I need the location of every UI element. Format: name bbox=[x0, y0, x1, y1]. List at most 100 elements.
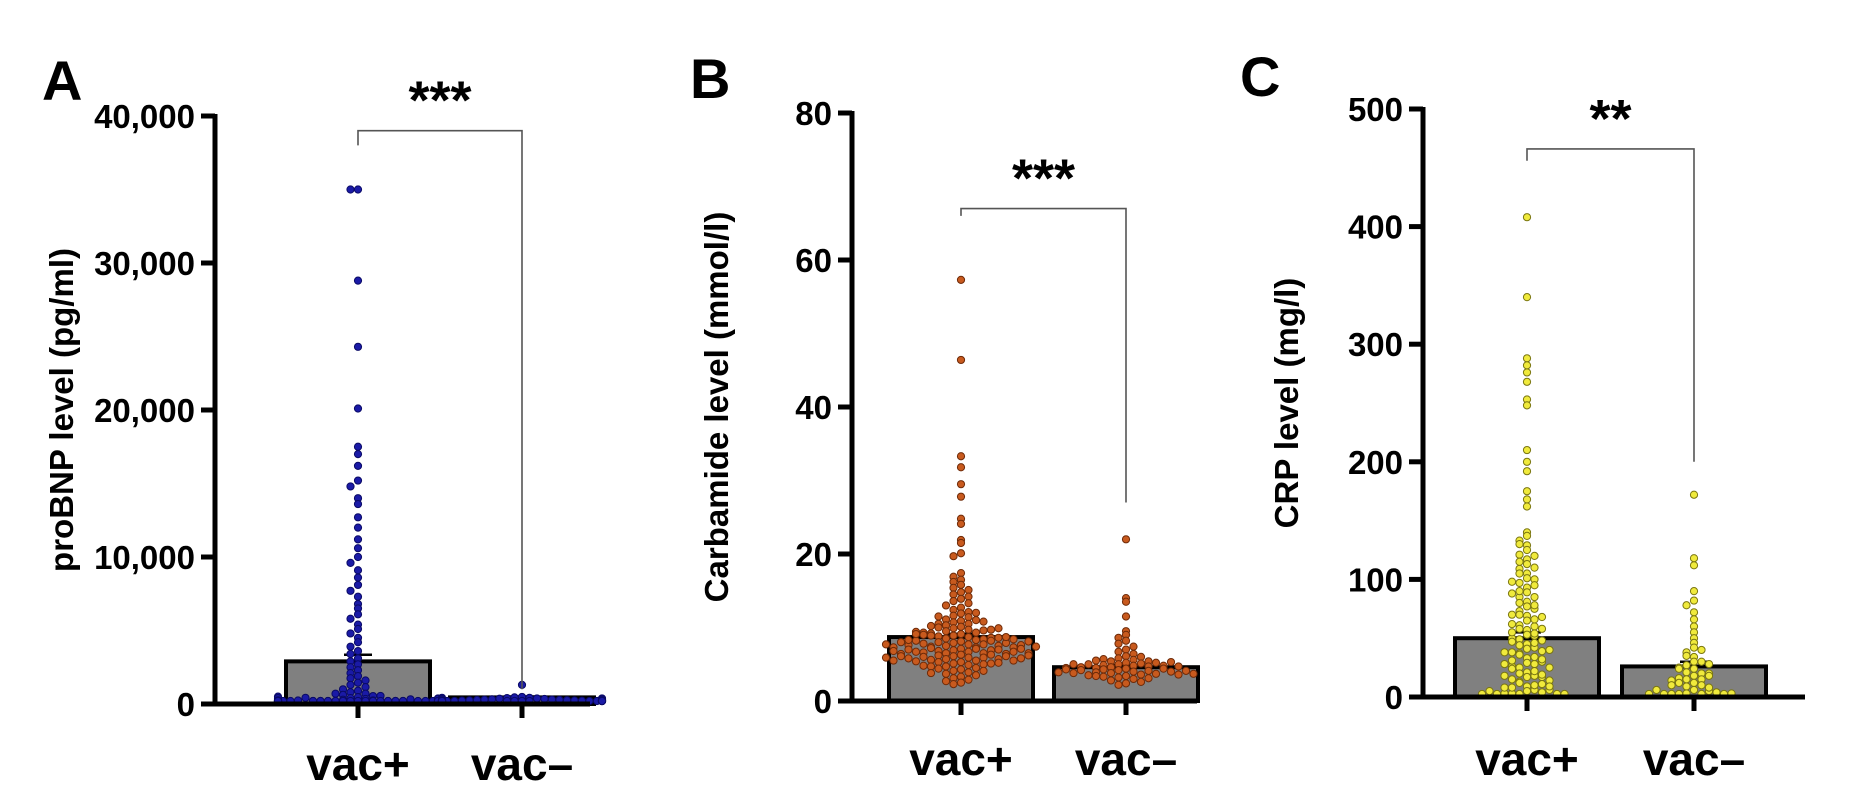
y-tick-label: 20 bbox=[795, 536, 832, 573]
data-point bbox=[1121, 597, 1131, 606]
data-point bbox=[1545, 682, 1554, 691]
data-point bbox=[941, 601, 951, 610]
data-point bbox=[1144, 666, 1153, 675]
data-point bbox=[331, 689, 340, 698]
data-point bbox=[1500, 648, 1509, 657]
data-point bbox=[1121, 612, 1131, 621]
data-point bbox=[1689, 615, 1699, 624]
data-point bbox=[1031, 642, 1041, 651]
significance-label: *** bbox=[1012, 149, 1075, 209]
data-point bbox=[1689, 490, 1699, 499]
data-point bbox=[1069, 668, 1078, 678]
panel-c: C CRP level (mg/l) 0 100 200 300 400 500 vac+ vac… bbox=[1240, 45, 1805, 785]
data-point bbox=[1515, 578, 1524, 588]
data-point bbox=[949, 596, 958, 606]
data-point bbox=[1522, 644, 1532, 653]
data-point bbox=[1507, 628, 1517, 637]
data-point bbox=[964, 632, 973, 642]
data-point bbox=[1530, 551, 1539, 560]
data-point bbox=[1009, 647, 1018, 656]
data-point bbox=[911, 657, 921, 666]
y-tick-label: 20,000 bbox=[94, 392, 195, 429]
significance-label: ** bbox=[1589, 89, 1631, 149]
data-point bbox=[1515, 610, 1524, 619]
data-point bbox=[1507, 683, 1517, 692]
data-point bbox=[896, 638, 906, 647]
data-point bbox=[1507, 675, 1517, 684]
data-point bbox=[926, 621, 936, 631]
data-point bbox=[1507, 656, 1517, 665]
data-point bbox=[949, 666, 958, 675]
data-point bbox=[1697, 645, 1706, 655]
data-point bbox=[346, 558, 355, 567]
data-point bbox=[956, 452, 966, 461]
data-point bbox=[1091, 671, 1101, 681]
data-point bbox=[934, 612, 943, 621]
data-point bbox=[1500, 671, 1509, 680]
data-point bbox=[353, 592, 363, 601]
data-point bbox=[949, 624, 958, 633]
data-point bbox=[1009, 635, 1018, 644]
y-tick-label: 500 bbox=[1348, 91, 1403, 128]
data-point bbox=[941, 662, 951, 671]
data-point bbox=[964, 625, 973, 634]
data-point bbox=[1697, 657, 1706, 666]
data-point bbox=[1121, 664, 1131, 673]
data-point bbox=[1106, 668, 1116, 678]
data-point bbox=[1166, 667, 1176, 676]
data-point bbox=[986, 650, 996, 659]
data-point bbox=[971, 644, 981, 653]
data-point bbox=[1522, 630, 1532, 639]
data-point bbox=[1099, 672, 1108, 681]
data-point bbox=[1689, 561, 1699, 570]
data-point bbox=[1515, 540, 1524, 549]
data-point bbox=[353, 552, 363, 562]
data-point bbox=[956, 678, 966, 687]
y-tick-label: 0 bbox=[814, 683, 832, 720]
data-point bbox=[896, 652, 906, 661]
data-point bbox=[979, 640, 988, 649]
data-point bbox=[964, 675, 973, 684]
data-point bbox=[1530, 601, 1539, 610]
y-axis-title: CRP level (mg/l) bbox=[1268, 278, 1305, 529]
data-point bbox=[971, 616, 981, 625]
data-point bbox=[1522, 487, 1532, 496]
data-point bbox=[1507, 577, 1517, 586]
data-point bbox=[956, 480, 966, 489]
data-point bbox=[994, 633, 1003, 642]
data-point bbox=[1522, 672, 1532, 682]
data-point bbox=[1061, 665, 1071, 674]
data-point bbox=[1522, 368, 1532, 377]
data-point bbox=[346, 586, 355, 595]
y-tick-label: 0 bbox=[1385, 679, 1403, 716]
data-point bbox=[1174, 670, 1183, 679]
data-point bbox=[1522, 560, 1532, 569]
data-point bbox=[1084, 671, 1093, 680]
data-point bbox=[353, 185, 363, 194]
data-point bbox=[971, 663, 981, 673]
data-point bbox=[1515, 650, 1524, 659]
data-point bbox=[353, 580, 363, 590]
data-point bbox=[1522, 213, 1532, 222]
data-point bbox=[346, 642, 355, 651]
data-point bbox=[346, 629, 355, 638]
y-axis-title: proBNP level (pg/ml) bbox=[43, 248, 80, 572]
data-point bbox=[1522, 602, 1532, 611]
data-point bbox=[971, 656, 981, 665]
data-point bbox=[1515, 587, 1524, 596]
data-point bbox=[346, 680, 355, 689]
data-point bbox=[346, 649, 355, 659]
data-point bbox=[1159, 664, 1168, 673]
data-point bbox=[353, 624, 363, 634]
data-point bbox=[1507, 619, 1517, 629]
data-point bbox=[926, 643, 936, 653]
data-point bbox=[1537, 624, 1547, 633]
x-tick-label-vac-minus: vac– bbox=[1075, 733, 1177, 785]
data-point bbox=[1515, 641, 1524, 650]
data-point bbox=[1689, 671, 1699, 680]
data-point bbox=[1114, 639, 1123, 648]
data-point bbox=[956, 519, 966, 528]
y-tick-label: 200 bbox=[1348, 444, 1403, 481]
data-point bbox=[1166, 657, 1176, 667]
